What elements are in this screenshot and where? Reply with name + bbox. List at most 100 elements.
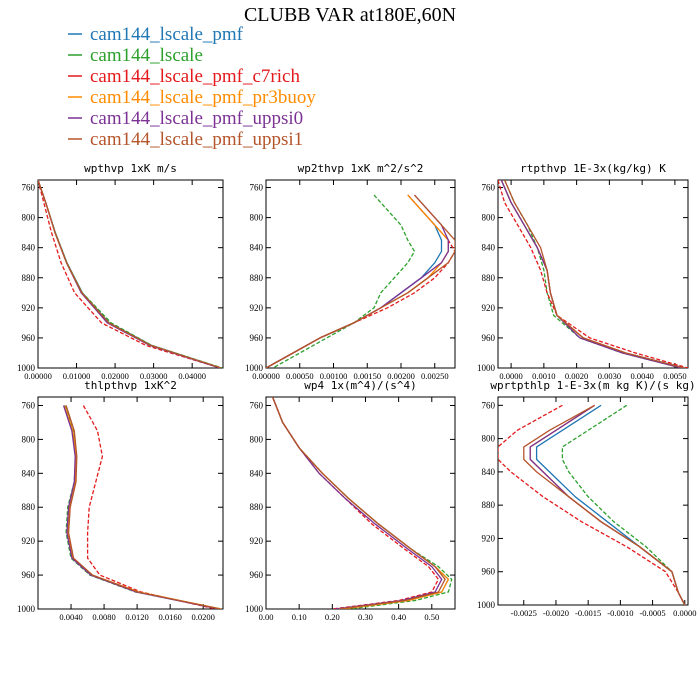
y-tick-label: 880 (22, 502, 36, 512)
plot-frame (497, 179, 689, 369)
y-tick-label: 960 (250, 333, 264, 343)
series-line (63, 405, 220, 609)
y-tick-label: 760 (250, 183, 264, 193)
x-tick-label: 0.04000 (178, 371, 206, 381)
x-tick-label: 0.00250 (421, 371, 449, 381)
plot-frame (497, 396, 689, 606)
series-line (271, 397, 450, 609)
x-tick-label: 0.0160 (158, 612, 181, 622)
series-line (82, 405, 216, 609)
y-tick-label: 960 (250, 570, 264, 580)
y-tick-label: 960 (482, 567, 496, 577)
series-line (271, 397, 443, 609)
series-line (271, 397, 450, 609)
legend-label: cam144_lscale (90, 45, 203, 66)
x-tick-label: 0.0030 (598, 371, 621, 381)
panel-title: wpthvp 1xK m/s (84, 162, 177, 175)
y-tick-label: 800 (250, 213, 264, 223)
chart-panel-4: thlpthvp 1xK^2 760 800 840 880 920 960 1000 0.00… (17, 379, 224, 622)
series-line (38, 180, 221, 368)
series-line (498, 180, 688, 368)
x-tick-label: 0.03000 (140, 371, 168, 381)
legend: cam144_lscale_pmfcam144_lscalecam144_lsc… (68, 24, 316, 150)
series-line (504, 180, 682, 368)
series-line (266, 194, 455, 368)
y-tick-label: 840 (22, 468, 36, 478)
legend-label: cam144_lscale_pmf_c7rich (90, 66, 300, 87)
y-tick-label: 960 (22, 570, 36, 580)
y-tick-label: 1000 (477, 600, 496, 610)
x-tick-label: -0.0010 (607, 608, 633, 618)
x-tick-label: 0.30 (358, 612, 373, 622)
x-tick-label: 0.50 (424, 612, 439, 622)
y-tick-label: 880 (250, 273, 264, 283)
series-line (38, 180, 222, 368)
y-tick-label: 880 (250, 502, 264, 512)
y-tick-label: 840 (482, 467, 496, 477)
series-line (523, 404, 686, 605)
legend-label: cam144_lscale_pmf_pr3buoy (90, 87, 316, 108)
x-tick-label: -0.0005 (639, 608, 665, 618)
panel-title: thlpthvp 1xK^2 (84, 379, 177, 392)
legend-label: cam144_lscale_pmf_uppsi0 (90, 108, 303, 129)
chart-panel-5: wp4 1x(m^4)/(s^4)76080084088092096010000… (245, 379, 456, 622)
x-tick-label: 0.00000 (252, 371, 280, 381)
x-tick-label: 0.0050 (663, 371, 686, 381)
x-tick-label: 0.0010 (532, 371, 555, 381)
panels: wpthvp 1xK m/s76080084088092096010000.00… (17, 162, 696, 622)
series-line (498, 404, 686, 605)
x-tick-label: 0.0080 (92, 612, 115, 622)
panel-title: wprtpthlp 1-E-3x(m kg K)/(s kg) (490, 379, 695, 392)
y-tick-label: 920 (22, 536, 36, 546)
series-line (529, 404, 686, 605)
series-line (266, 194, 449, 368)
x-tick-label: 0.0040 (59, 612, 82, 622)
series-line (504, 180, 685, 368)
series-line (266, 194, 443, 368)
y-tick-label: 960 (482, 333, 496, 343)
x-tick-label: 0.0020 (565, 371, 588, 381)
series-line (271, 397, 446, 609)
y-tick-label: 840 (482, 243, 496, 253)
y-tick-label: 880 (22, 273, 36, 283)
y-tick-label: 760 (22, 183, 36, 193)
x-tick-label: 0.00050 (286, 371, 314, 381)
x-tick-label: 0.00 (259, 612, 274, 622)
y-tick-label: 760 (482, 400, 496, 410)
y-tick-label: 920 (482, 533, 496, 543)
legend-label: cam144_lscale_pmf (90, 24, 244, 45)
y-tick-label: 800 (22, 434, 36, 444)
series-line (266, 194, 455, 368)
figure-title: CLUBB VAR at180E,60N (244, 4, 456, 26)
y-tick-label: 800 (250, 434, 264, 444)
series-line (271, 397, 440, 609)
y-tick-label: 1000 (17, 604, 36, 614)
y-tick-label: 760 (482, 183, 496, 193)
y-tick-label: 1000 (245, 363, 264, 373)
y-tick-label: 760 (250, 400, 264, 410)
x-tick-label: 0.00150 (353, 371, 381, 381)
y-tick-label: 760 (22, 400, 36, 410)
x-tick-label: 0.40 (391, 612, 406, 622)
series-line (529, 404, 686, 605)
x-tick-label: 0.0200 (191, 612, 214, 622)
x-tick-label: 0.00100 (320, 371, 348, 381)
y-tick-label: 960 (22, 333, 36, 343)
y-tick-label: 880 (482, 273, 496, 283)
y-tick-label: 840 (250, 468, 264, 478)
series-line (535, 404, 686, 605)
plot-frame (265, 396, 456, 610)
panel-title: wp4 1x(m^4)/(s^4) (304, 379, 417, 392)
y-tick-label: 840 (250, 243, 264, 253)
plot-frame (37, 396, 224, 610)
x-tick-label: 0.00000 (24, 371, 52, 381)
chart-panel-3: rtpthvp 1E-3x(kg/kg) K 760 800 840 880 920 960… (477, 162, 689, 381)
y-tick-label: 1000 (477, 363, 496, 373)
series-line (500, 180, 685, 368)
series-line (271, 397, 453, 609)
y-tick-label: 800 (482, 213, 496, 223)
series-line (500, 180, 682, 368)
y-tick-label: 840 (22, 243, 36, 253)
plot-frame (265, 179, 456, 369)
x-tick-label: 0.00200 (387, 371, 415, 381)
